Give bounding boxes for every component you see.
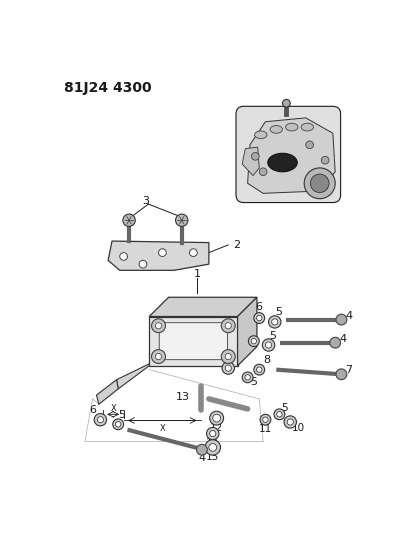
- Circle shape: [209, 443, 217, 451]
- Circle shape: [94, 414, 106, 426]
- Circle shape: [252, 152, 259, 160]
- Circle shape: [251, 338, 256, 344]
- Circle shape: [139, 260, 147, 268]
- Circle shape: [205, 440, 220, 455]
- Text: 8: 8: [264, 356, 270, 366]
- Circle shape: [155, 353, 162, 360]
- Text: 5: 5: [250, 377, 257, 387]
- Circle shape: [222, 362, 234, 374]
- Circle shape: [272, 319, 278, 325]
- Text: 5: 5: [282, 403, 288, 413]
- Text: 5: 5: [118, 410, 126, 420]
- Circle shape: [266, 342, 272, 348]
- Circle shape: [158, 249, 166, 256]
- Circle shape: [196, 445, 207, 455]
- Text: 4: 4: [339, 334, 346, 344]
- Circle shape: [330, 337, 341, 348]
- Circle shape: [206, 427, 219, 440]
- Ellipse shape: [268, 154, 297, 172]
- Polygon shape: [248, 118, 335, 193]
- Text: 11: 11: [259, 424, 272, 434]
- Circle shape: [268, 316, 281, 328]
- Text: 13: 13: [176, 392, 190, 402]
- Text: 3: 3: [142, 196, 149, 206]
- Text: 5: 5: [275, 307, 282, 317]
- FancyBboxPatch shape: [236, 106, 341, 203]
- Circle shape: [256, 367, 262, 373]
- Circle shape: [256, 316, 262, 321]
- Circle shape: [245, 375, 250, 380]
- Polygon shape: [149, 317, 238, 366]
- Text: 1: 1: [194, 269, 201, 279]
- Circle shape: [262, 339, 275, 351]
- Circle shape: [287, 419, 293, 425]
- Text: 12: 12: [210, 423, 223, 433]
- Text: 6: 6: [256, 302, 263, 312]
- Text: 81J24 4300: 81J24 4300: [64, 81, 152, 95]
- Circle shape: [210, 411, 224, 425]
- Circle shape: [282, 99, 290, 107]
- Ellipse shape: [286, 123, 298, 131]
- Text: 6: 6: [89, 406, 96, 415]
- Circle shape: [336, 314, 347, 325]
- Polygon shape: [96, 379, 118, 405]
- Circle shape: [259, 168, 267, 175]
- Circle shape: [254, 364, 265, 375]
- Circle shape: [225, 365, 231, 371]
- Circle shape: [306, 141, 314, 149]
- Text: 4: 4: [346, 311, 353, 321]
- Circle shape: [242, 372, 253, 383]
- Circle shape: [321, 156, 329, 164]
- Text: 7: 7: [346, 366, 353, 375]
- Circle shape: [190, 249, 197, 256]
- Circle shape: [152, 319, 166, 333]
- Ellipse shape: [301, 123, 314, 131]
- Circle shape: [225, 353, 231, 360]
- Text: 6: 6: [246, 326, 254, 336]
- Text: 15: 15: [206, 453, 219, 463]
- Circle shape: [176, 214, 188, 227]
- Circle shape: [336, 369, 347, 379]
- Circle shape: [97, 417, 104, 423]
- Text: 5: 5: [269, 331, 276, 341]
- Circle shape: [254, 313, 265, 324]
- Circle shape: [260, 414, 271, 425]
- Circle shape: [274, 409, 285, 419]
- Text: 4: 4: [198, 453, 206, 463]
- Ellipse shape: [270, 126, 282, 133]
- Circle shape: [123, 214, 135, 227]
- Circle shape: [277, 411, 282, 417]
- Circle shape: [210, 431, 216, 437]
- Text: 10: 10: [292, 423, 304, 433]
- Circle shape: [248, 336, 259, 346]
- Circle shape: [155, 322, 162, 329]
- Polygon shape: [108, 241, 209, 270]
- FancyBboxPatch shape: [159, 322, 228, 360]
- Polygon shape: [238, 297, 257, 366]
- Text: X: X: [160, 424, 165, 433]
- Text: 2: 2: [233, 240, 240, 250]
- Circle shape: [213, 414, 220, 422]
- Text: 9: 9: [221, 352, 228, 361]
- Circle shape: [263, 417, 268, 422]
- Circle shape: [120, 253, 128, 260]
- Circle shape: [221, 350, 235, 364]
- Circle shape: [116, 422, 121, 427]
- Circle shape: [225, 322, 231, 329]
- Polygon shape: [149, 297, 257, 317]
- Circle shape: [152, 350, 166, 364]
- Polygon shape: [117, 362, 153, 389]
- Text: X: X: [111, 403, 116, 413]
- Ellipse shape: [255, 131, 267, 139]
- Polygon shape: [242, 147, 259, 175]
- Circle shape: [113, 419, 124, 430]
- Text: 14: 14: [206, 438, 219, 448]
- Circle shape: [284, 416, 296, 428]
- Circle shape: [310, 174, 329, 192]
- Circle shape: [304, 168, 335, 199]
- Circle shape: [221, 319, 235, 333]
